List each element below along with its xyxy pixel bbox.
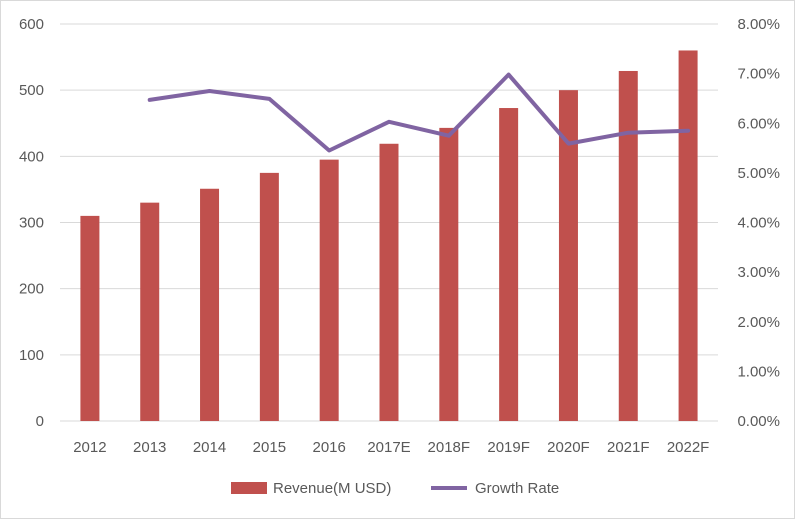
right-tick-label: 7.00% bbox=[737, 66, 780, 83]
x-tick-label: 2016 bbox=[312, 439, 345, 456]
right-tick-label: 4.00% bbox=[737, 215, 780, 232]
x-tick-label: 2021F bbox=[607, 439, 650, 456]
x-tick-label: 2013 bbox=[133, 439, 166, 456]
revenue-bar bbox=[558, 90, 578, 422]
x-tick-label: 2020F bbox=[547, 439, 590, 456]
x-tick-label: 2022F bbox=[667, 439, 710, 456]
left-tick-label: 200 bbox=[19, 281, 44, 298]
x-axis-ticks: 2012 2013 2014 2015 2016 2017E 2018F 2019F 2020F… bbox=[73, 439, 709, 456]
revenue-bar bbox=[259, 172, 279, 421]
right-axis-ticks: 0.00% 1.00% 2.00% 3.00% 4.00% 5.00% 6.00% 7.00%… bbox=[737, 16, 780, 430]
right-tick-label: 2.00% bbox=[737, 314, 780, 331]
legend-revenue-swatch bbox=[231, 482, 267, 494]
left-tick-label: 100 bbox=[19, 347, 44, 364]
revenue-bars bbox=[80, 50, 698, 422]
revenue-bar bbox=[80, 215, 100, 421]
left-tick-label: 300 bbox=[19, 215, 44, 232]
right-tick-label: 6.00% bbox=[737, 115, 780, 132]
legend-revenue-label: Revenue(M USD) bbox=[273, 480, 391, 497]
revenue-bar bbox=[200, 188, 220, 421]
revenue-bar bbox=[319, 159, 339, 421]
left-tick-label: 0 bbox=[36, 413, 44, 430]
right-tick-label: 8.00% bbox=[737, 16, 780, 33]
x-tick-label: 2012 bbox=[73, 439, 106, 456]
legend: Revenue(M USD) Growth Rate bbox=[231, 480, 559, 497]
left-tick-label: 500 bbox=[19, 82, 44, 99]
right-tick-label: 1.00% bbox=[737, 363, 780, 380]
growth-rate-series-line bbox=[147, 72, 691, 153]
left-axis-ticks: 0 100 200 300 400 500 600 bbox=[19, 16, 44, 430]
legend-growth-label: Growth Rate bbox=[475, 480, 559, 497]
growth-rate-line bbox=[147, 72, 691, 153]
right-tick-label: 3.00% bbox=[737, 264, 780, 281]
revenue-bar bbox=[140, 202, 160, 421]
revenue-bar bbox=[379, 143, 399, 422]
right-tick-label: 0.00% bbox=[737, 413, 780, 430]
x-tick-label: 2019F bbox=[487, 439, 530, 456]
x-tick-label: 2014 bbox=[193, 439, 226, 456]
x-tick-label: 2017E bbox=[367, 439, 410, 456]
left-tick-label: 600 bbox=[19, 16, 44, 33]
right-tick-label: 5.00% bbox=[737, 165, 780, 182]
revenue-bar bbox=[678, 50, 698, 421]
revenue-bar bbox=[618, 70, 638, 421]
revenue-bar bbox=[439, 127, 459, 422]
left-tick-label: 400 bbox=[19, 148, 44, 165]
revenue-bar bbox=[499, 108, 519, 421]
x-tick-label: 2018F bbox=[428, 439, 471, 456]
x-tick-label: 2015 bbox=[253, 439, 286, 456]
